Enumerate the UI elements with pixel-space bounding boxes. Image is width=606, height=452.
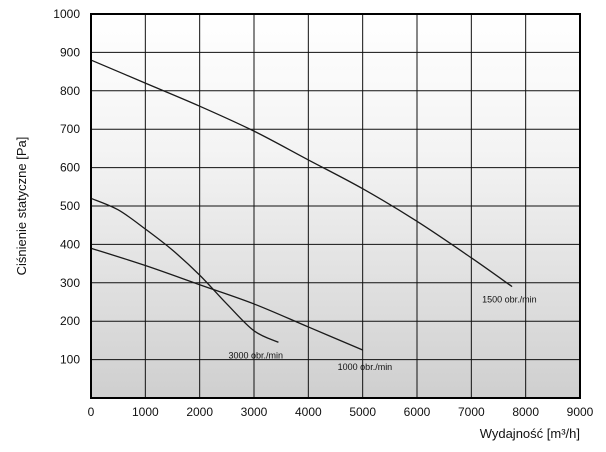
series-line [90, 247, 363, 351]
y-tick-label: 300 [60, 276, 80, 290]
x-tick-label: 8000 [512, 405, 539, 419]
series-lines [90, 59, 513, 351]
x-axis-title: Wydajność [m³/h] [480, 426, 580, 441]
grid-lines [91, 14, 580, 398]
x-tick-label: 2000 [186, 405, 213, 419]
x-tick-label: 3000 [241, 405, 268, 419]
y-tick-label: 800 [60, 84, 80, 98]
y-tick-label: 400 [60, 237, 80, 251]
y-tick-label: 900 [60, 45, 80, 59]
x-tick-label: 0 [88, 405, 95, 419]
y-axis-title: Ciśnienie statyczne [Pa] [14, 137, 29, 276]
series-labels: 1500 obr./min 3000 obr./min 1000 obr./min [228, 295, 536, 372]
series-line [90, 197, 279, 343]
y-tick-label: 600 [60, 161, 80, 175]
x-tick-label: 9000 [567, 405, 594, 419]
series-label: 1000 obr./min [338, 362, 393, 372]
x-tick-label: 1000 [132, 405, 159, 419]
y-tick-label: 100 [60, 353, 80, 367]
x-tick-label: 5000 [349, 405, 376, 419]
x-tick-label: 7000 [458, 405, 485, 419]
y-tick-label: 500 [60, 199, 80, 213]
series-line [90, 59, 513, 288]
y-tick-label: 200 [60, 314, 80, 328]
y-tick-label: 1000 [53, 7, 80, 21]
y-tick-label: 700 [60, 122, 80, 136]
plot-frame [90, 13, 581, 399]
series-label: 3000 obr./min [228, 350, 283, 360]
x-tick-label: 4000 [295, 405, 322, 419]
series-label: 1500 obr./min [482, 295, 537, 305]
x-tick-label: 6000 [404, 405, 431, 419]
tick-labels: 0 1000 2000 3000 4000 5000 6000 7000 8000 9000 100… [53, 7, 593, 419]
